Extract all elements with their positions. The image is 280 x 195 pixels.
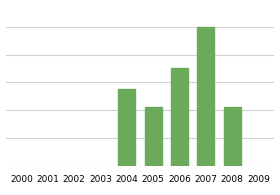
Bar	[224, 107, 241, 166]
Bar	[197, 27, 214, 166]
Bar	[144, 107, 162, 166]
Bar	[171, 68, 188, 166]
Bar	[118, 89, 136, 166]
